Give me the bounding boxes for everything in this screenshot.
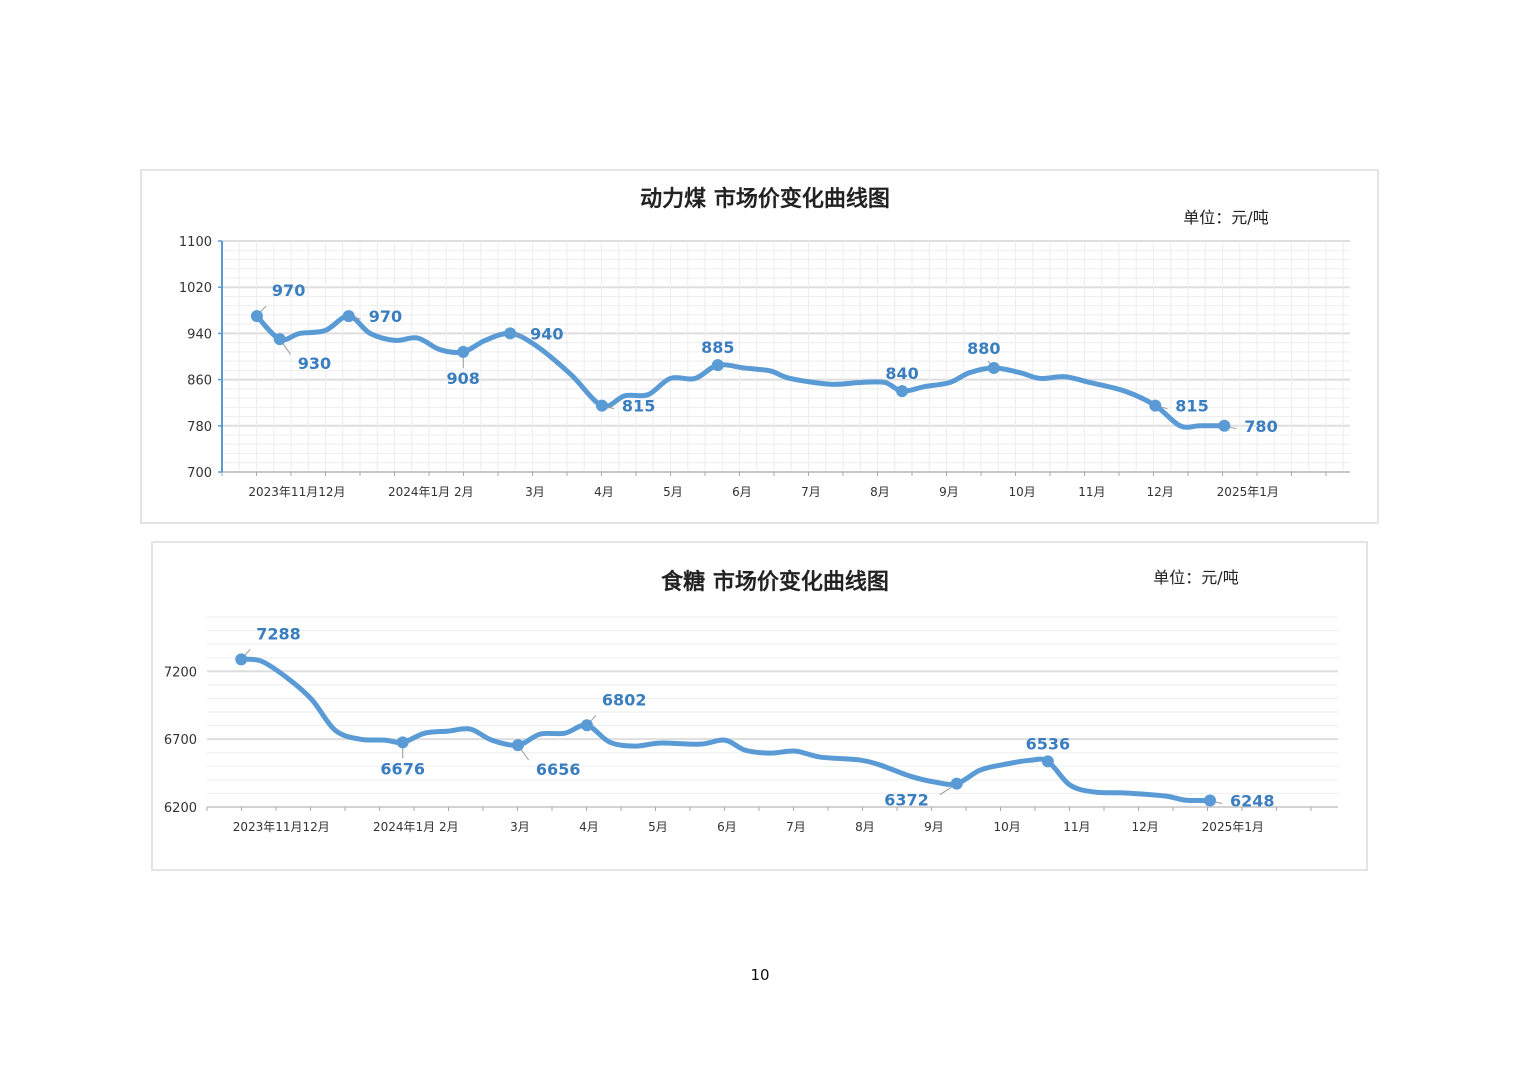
data-label: 970 <box>272 281 305 300</box>
data-label: 6802 <box>602 690 647 709</box>
data-point-marker <box>1041 755 1054 768</box>
x-tick-label: 12月 <box>1131 820 1158 834</box>
unit-label: 单位：元/吨 <box>1183 208 1268 227</box>
y-tick-label: 860 <box>187 374 212 389</box>
x-tick-label: 2023年11月12月 <box>248 485 345 499</box>
data-point-marker <box>896 385 909 398</box>
unit-label: 单位：元/吨 <box>1153 568 1238 587</box>
data-label: 6248 <box>1230 791 1275 810</box>
x-tick-label: 8月 <box>870 485 890 499</box>
data-point-marker <box>511 739 524 752</box>
data-point-marker <box>1218 419 1231 432</box>
data-label: 885 <box>701 338 734 357</box>
thermal-coal-price-chart: 动力煤 市场价变化曲线图 单位：元/吨 700 780 860 940 1020 1100… <box>140 169 1379 524</box>
y-tick-label: 6700 <box>164 733 197 748</box>
data-label: 880 <box>967 339 1000 358</box>
y-tick-label: 700 <box>187 466 212 481</box>
x-tick-label: 7月 <box>801 485 821 499</box>
data-point-marker <box>342 310 355 323</box>
data-point-marker <box>595 399 608 412</box>
data-point-marker <box>235 653 248 666</box>
x-tick-label: 3月 <box>510 820 530 834</box>
data-label: 815 <box>1175 397 1208 416</box>
data-point-marker <box>504 327 517 340</box>
data-label: 840 <box>885 364 918 383</box>
grid <box>207 616 1338 808</box>
x-tick-label: 6月 <box>717 820 737 834</box>
sugar-chart-svg: 食糖 市场价变化曲线图 单位：元/吨 6200 6700 7200 2023年11月1… <box>164 568 1338 834</box>
data-label: 970 <box>369 307 402 326</box>
x-tick-label: 7月 <box>786 820 806 834</box>
data-point-marker <box>711 359 724 372</box>
x-tick-label: 2025年1月 <box>1202 820 1264 834</box>
x-tick-label: 2024年1月 2月 <box>373 820 459 834</box>
data-label: 6676 <box>380 759 425 778</box>
data-label: 6372 <box>884 791 929 810</box>
sugar-price-chart: 食糖 市场价变化曲线图 单位：元/吨 6200 6700 7200 2023年11月1… <box>151 541 1368 871</box>
data-label: 930 <box>298 354 331 373</box>
y-tick-label: 6200 <box>164 801 197 816</box>
data-label: 940 <box>530 324 563 343</box>
data-label: 780 <box>1244 417 1277 436</box>
data-label: 908 <box>447 369 480 388</box>
x-tick-label: 4月 <box>594 485 614 499</box>
data-point-marker <box>250 310 263 323</box>
data-point-marker <box>580 719 593 732</box>
x-tick-label: 2023年11月12月 <box>233 820 330 834</box>
data-point-marker <box>1204 794 1216 807</box>
data-point-marker <box>396 736 409 749</box>
x-tick-label: 3月 <box>525 485 545 499</box>
x-tick-label: 11月 <box>1078 485 1105 499</box>
data-label: 6656 <box>536 760 581 779</box>
chart-title: 食糖 市场价变化曲线图 <box>661 569 889 595</box>
x-tick-label: 2024年1月 2月 <box>388 485 474 499</box>
x-tick-label: 2025年1月 <box>1217 485 1279 499</box>
x-tick-label: 12月 <box>1146 485 1173 499</box>
data-point-marker <box>987 362 1000 375</box>
grid <box>221 240 1350 473</box>
series-line <box>254 313 1227 430</box>
x-tick-label: 5月 <box>663 485 683 499</box>
data-label: 7288 <box>256 624 301 643</box>
chart-title: 动力煤 市场价变化曲线图 <box>640 186 890 212</box>
page-number: 10 <box>750 966 770 984</box>
data-label: 815 <box>622 397 655 416</box>
series-line <box>238 656 1213 804</box>
x-tick-label: 11月 <box>1063 820 1090 834</box>
y-tick-label: 1020 <box>179 281 212 296</box>
x-tick-label: 5月 <box>648 820 668 834</box>
x-tick-label: 8月 <box>855 820 875 834</box>
data-point-marker <box>950 777 963 790</box>
x-tick-label: 9月 <box>939 485 959 499</box>
data-point-marker <box>273 333 286 346</box>
x-tick-label: 4月 <box>579 820 599 834</box>
x-tick-label: 10月 <box>1008 485 1035 499</box>
y-tick-label: 1100 <box>179 235 212 250</box>
x-tick-label: 9月 <box>924 820 944 834</box>
data-label: 6536 <box>1026 734 1071 753</box>
thermal-coal-chart-svg: 动力煤 市场价变化曲线图 单位：元/吨 700 780 860 940 1020 1100… <box>179 186 1350 499</box>
data-point-marker <box>457 345 470 358</box>
y-tick-label: 7200 <box>164 665 197 680</box>
y-tick-label: 780 <box>187 420 212 435</box>
y-tick-label: 940 <box>187 327 212 342</box>
x-tick-label: 10月 <box>993 820 1020 834</box>
data-point-marker <box>1149 399 1162 412</box>
x-tick-label: 6月 <box>732 485 752 499</box>
